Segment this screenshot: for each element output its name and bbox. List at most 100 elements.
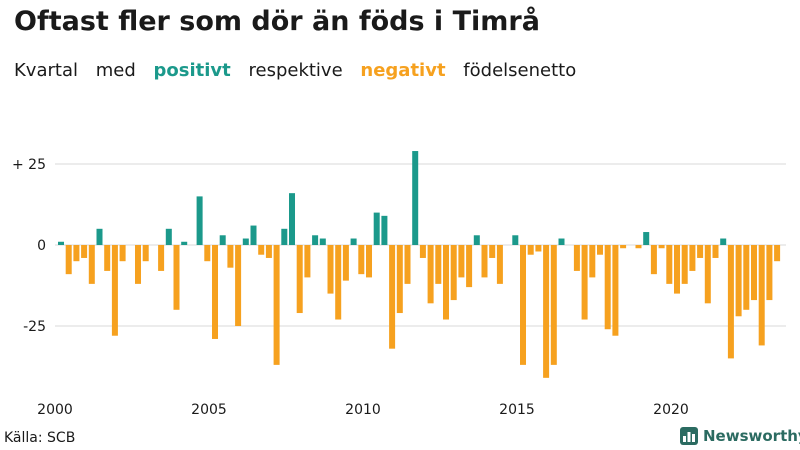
bar-22 (227, 245, 234, 268)
bar-55 (481, 245, 488, 278)
y-tick-label: 0 (37, 238, 46, 254)
bar-91 (758, 245, 765, 346)
x-tick-label: 2020 (653, 402, 689, 418)
bar-28 (273, 245, 280, 365)
bar-52 (458, 245, 465, 278)
bar-23 (235, 245, 242, 326)
bar-57 (496, 245, 503, 284)
bar-3 (81, 245, 88, 258)
bar-2 (73, 245, 80, 262)
bar-40 (366, 245, 373, 278)
bar-53 (466, 245, 473, 288)
bar-80 (674, 245, 681, 294)
x-tick-label: 2010 (345, 402, 381, 418)
bar-4 (88, 245, 95, 284)
bar-75 (635, 245, 642, 249)
bar-6 (104, 245, 111, 271)
chart-title: Oftast fler som dör än föds i Timrå (14, 6, 540, 37)
bar-24 (242, 238, 249, 245)
legend-positive: positivt (153, 60, 231, 81)
bar-18 (196, 196, 203, 245)
bar-33 (312, 235, 319, 245)
bar-29 (281, 228, 288, 245)
bar-49 (435, 245, 442, 284)
bar-43 (389, 245, 396, 349)
bar-72 (612, 245, 619, 336)
bar-61 (527, 245, 534, 255)
bar-25 (250, 225, 257, 245)
x-tick-label: 2000 (37, 402, 73, 418)
bar-70 (597, 245, 604, 255)
bar-34 (319, 238, 326, 245)
bar-14 (165, 228, 172, 245)
bar-26 (258, 245, 265, 255)
bar-81 (681, 245, 688, 284)
bar-77 (650, 245, 657, 275)
bar-85 (712, 245, 719, 258)
subtitle-word-med: med (95, 60, 136, 81)
bar-76 (643, 232, 650, 245)
bar-56 (489, 245, 496, 258)
source-note: Källa: SCB (4, 430, 76, 446)
bar-19 (204, 245, 211, 262)
bar-71 (604, 245, 611, 330)
bar-1 (65, 245, 72, 275)
bar-21 (219, 235, 226, 245)
bar-86 (720, 238, 727, 245)
bar-41 (373, 212, 380, 245)
x-tick-label: 2015 (499, 402, 535, 418)
subtitle-word-respektive: respektive (248, 60, 343, 81)
bar-54 (473, 235, 480, 245)
bar-90 (751, 245, 758, 301)
newsworthy-logo-icon (680, 427, 698, 445)
bar-31 (296, 245, 303, 314)
bar-47 (419, 245, 426, 258)
bar-60 (520, 245, 527, 365)
bar-5 (96, 228, 103, 245)
subtitle-word-fodelsenetto: födelsenetto (463, 60, 577, 81)
bar-32 (304, 245, 311, 278)
bar-83 (697, 245, 704, 258)
bar-63 (543, 245, 550, 378)
x-tick-label: 2005 (191, 402, 227, 418)
bar-39 (358, 245, 365, 275)
bar-27 (265, 245, 272, 258)
bar-59 (512, 235, 519, 245)
bar-69 (589, 245, 596, 278)
bar-13 (158, 245, 165, 271)
bar-73 (620, 245, 627, 249)
bar-67 (573, 245, 580, 271)
bar-42 (381, 215, 388, 245)
bar-chart: + 25 0 -25 2000 2005 2010 2015 2020 (12, 151, 786, 418)
bar-92 (766, 245, 773, 301)
bar-48 (427, 245, 434, 304)
bar-8 (119, 245, 126, 262)
y-tick-label: + 25 (12, 157, 46, 173)
bar-37 (342, 245, 349, 281)
bar-79 (666, 245, 673, 284)
bar-38 (350, 238, 357, 245)
subtitle-word-kvartal: Kvartal (14, 60, 78, 81)
bar-20 (212, 245, 219, 339)
bar-50 (443, 245, 450, 320)
bar-88 (735, 245, 742, 317)
bar-87 (727, 245, 734, 359)
bar-16 (181, 241, 188, 245)
bar-15 (173, 245, 180, 310)
bar-44 (396, 245, 403, 314)
newsworthy-logo-text: Newsworthy (703, 427, 800, 445)
chart-subtitle: Kvartal med positivt respektive negativt… (14, 60, 588, 81)
bar-11 (142, 245, 149, 262)
bar-68 (581, 245, 588, 320)
bar-51 (450, 245, 457, 301)
bar-64 (550, 245, 557, 365)
newsworthy-logo: Newsworthy (680, 427, 800, 445)
bar-10 (135, 245, 142, 284)
bar-62 (535, 245, 542, 252)
bar-36 (335, 245, 342, 320)
bar-78 (658, 245, 665, 249)
bar-65 (558, 238, 565, 245)
bar-30 (289, 193, 296, 245)
bar-84 (704, 245, 711, 304)
bar-89 (743, 245, 750, 310)
